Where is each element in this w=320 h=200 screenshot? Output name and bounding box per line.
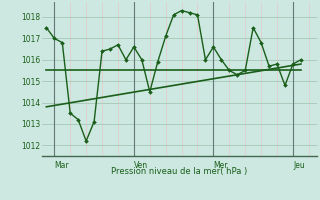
X-axis label: Pression niveau de la mer( hPa ): Pression niveau de la mer( hPa ) <box>111 167 247 176</box>
Text: Mar: Mar <box>54 161 69 170</box>
Text: Jeu: Jeu <box>293 161 305 170</box>
Text: Mer: Mer <box>213 161 228 170</box>
Text: Ven: Ven <box>134 161 148 170</box>
